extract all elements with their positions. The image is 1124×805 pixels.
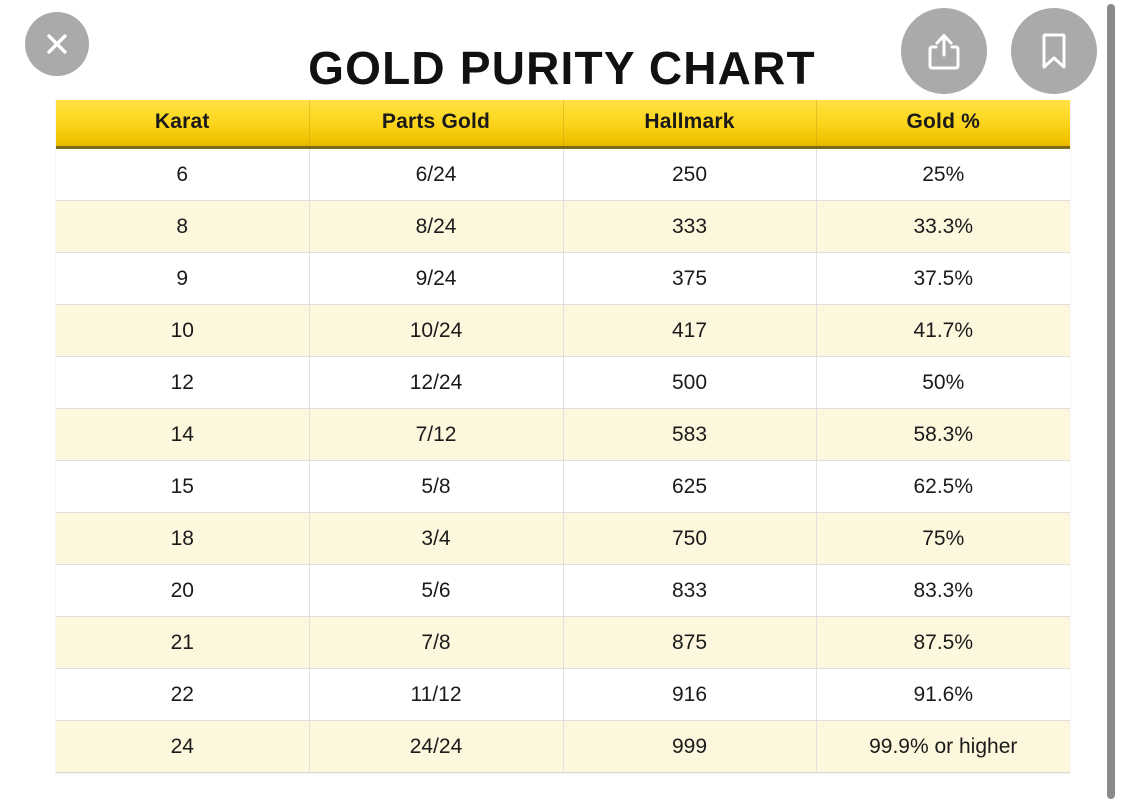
table-header: Karat Parts Gold Hallmark Gold % — [56, 98, 1070, 149]
cell-parts: 5/8 — [309, 460, 564, 513]
cell-karat: 21 — [56, 616, 310, 669]
cell-parts: 7/12 — [309, 408, 564, 461]
cell-gold: 25% — [816, 147, 1070, 201]
table-row: 10 10/24 417 41.7% — [56, 304, 1070, 357]
cell-karat: 18 — [56, 512, 310, 565]
table-row: 8 8/24 333 33.3% — [56, 200, 1070, 253]
cell-hallmark: 625 — [563, 460, 817, 513]
cell-karat: 10 — [56, 304, 310, 357]
cell-karat: 22 — [56, 668, 310, 721]
cell-karat: 20 — [56, 564, 310, 617]
gold-purity-table-container: Karat Parts Gold Hallmark Gold % 6 6/24 … — [56, 98, 1070, 773]
cell-hallmark: 916 — [563, 668, 817, 721]
vertical-scrollbar-thumb[interactable] — [1107, 4, 1115, 799]
cell-parts: 3/4 — [309, 512, 564, 565]
cell-parts: 6/24 — [309, 147, 564, 201]
cell-parts: 24/24 — [309, 720, 564, 773]
share-button[interactable] — [901, 8, 987, 94]
table-row: 20 5/6 833 83.3% — [56, 564, 1070, 617]
cell-gold: 62.5% — [816, 460, 1070, 513]
column-header-parts-gold: Parts Gold — [309, 98, 564, 149]
column-header-gold-percent: Gold % — [816, 98, 1070, 149]
table-row: 6 6/24 250 25% — [56, 147, 1070, 201]
cell-karat: 15 — [56, 460, 310, 513]
cell-karat: 24 — [56, 720, 310, 773]
page-title: GOLD PURITY CHART — [308, 41, 816, 94]
cell-gold: 91.6% — [816, 668, 1070, 721]
cell-hallmark: 500 — [563, 356, 817, 409]
cell-hallmark: 250 — [563, 147, 817, 201]
cell-parts: 7/8 — [309, 616, 564, 669]
bookmark-button[interactable] — [1011, 8, 1097, 94]
cell-gold: 33.3% — [816, 200, 1070, 253]
column-header-hallmark: Hallmark — [563, 98, 817, 149]
gold-purity-table: Karat Parts Gold Hallmark Gold % 6 6/24 … — [56, 98, 1070, 773]
cell-hallmark: 417 — [563, 304, 817, 357]
share-icon — [926, 30, 962, 72]
cell-hallmark: 375 — [563, 252, 817, 305]
vertical-scrollbar-track[interactable] — [1098, 0, 1124, 805]
close-icon — [42, 29, 72, 59]
table-row: 15 5/8 625 62.5% — [56, 460, 1070, 513]
table-row: 24 24/24 999 99.9% or higher — [56, 720, 1070, 773]
cell-parts: 12/24 — [309, 356, 564, 409]
cell-parts: 8/24 — [309, 200, 564, 253]
table-header-row: Karat Parts Gold Hallmark Gold % — [56, 98, 1070, 149]
cell-karat: 14 — [56, 408, 310, 461]
cell-karat: 6 — [56, 147, 310, 201]
cell-gold: 75% — [816, 512, 1070, 565]
cell-hallmark: 583 — [563, 408, 817, 461]
cell-hallmark: 750 — [563, 512, 817, 565]
table-body: 6 6/24 250 25% 8 8/24 333 33.3% 9 9/24 3… — [56, 147, 1070, 773]
cell-karat: 12 — [56, 356, 310, 409]
cell-hallmark: 333 — [563, 200, 817, 253]
table-row: 14 7/12 583 58.3% — [56, 408, 1070, 461]
cell-gold: 50% — [816, 356, 1070, 409]
viewer-toolbar: GOLD PURITY CHART — [0, 0, 1124, 100]
bookmark-icon — [1038, 30, 1070, 72]
cell-gold: 58.3% — [816, 408, 1070, 461]
table-row: 12 12/24 500 50% — [56, 356, 1070, 409]
cell-hallmark: 999 — [563, 720, 817, 773]
cell-gold: 37.5% — [816, 252, 1070, 305]
cell-gold: 41.7% — [816, 304, 1070, 357]
cell-hallmark: 875 — [563, 616, 817, 669]
cell-karat: 8 — [56, 200, 310, 253]
table-row: 21 7/8 875 87.5% — [56, 616, 1070, 669]
cell-karat: 9 — [56, 252, 310, 305]
cell-parts: 5/6 — [309, 564, 564, 617]
cell-parts: 10/24 — [309, 304, 564, 357]
table-row: 22 11/12 916 91.6% — [56, 668, 1070, 721]
close-button[interactable] — [25, 12, 89, 76]
cell-gold: 99.9% or higher — [816, 720, 1070, 773]
cell-parts: 9/24 — [309, 252, 564, 305]
cell-parts: 11/12 — [309, 668, 564, 721]
table-row: 18 3/4 750 75% — [56, 512, 1070, 565]
cell-gold: 87.5% — [816, 616, 1070, 669]
column-header-karat: Karat — [56, 98, 310, 149]
table-row: 9 9/24 375 37.5% — [56, 252, 1070, 305]
cell-gold: 83.3% — [816, 564, 1070, 617]
cell-hallmark: 833 — [563, 564, 817, 617]
